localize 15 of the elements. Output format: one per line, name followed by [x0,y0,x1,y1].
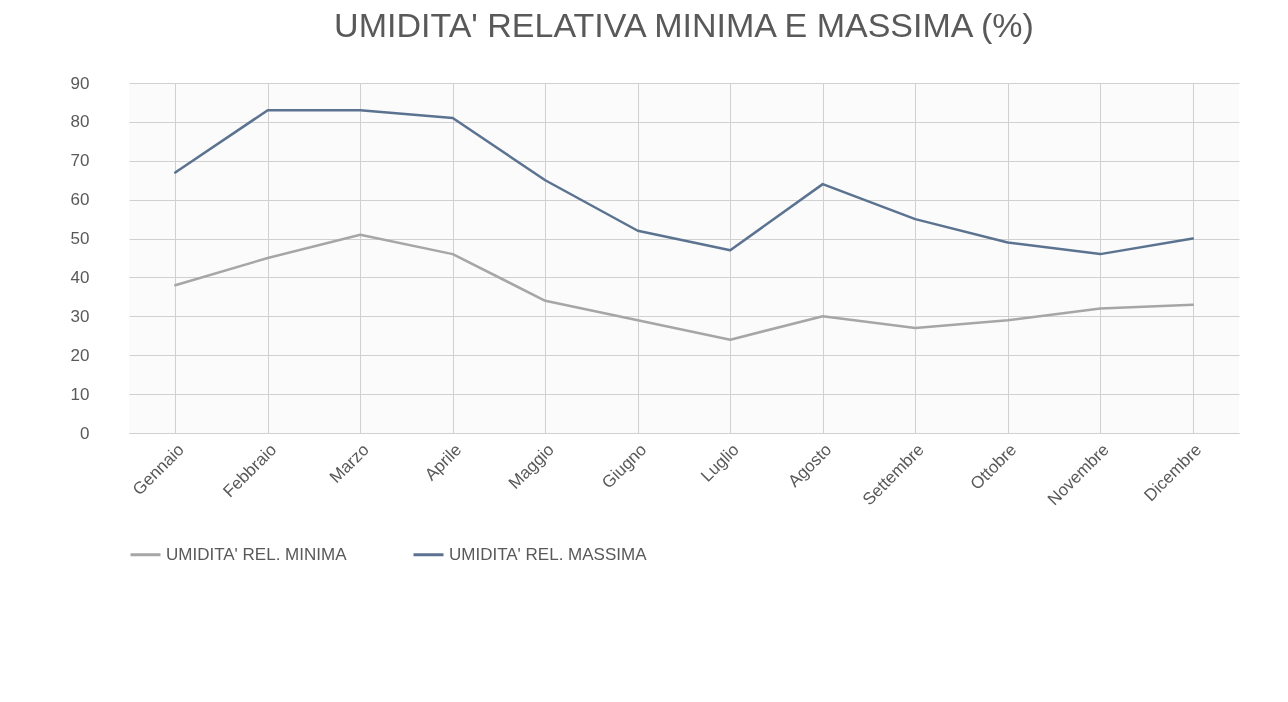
y-tick-label: 70 [70,151,90,171]
y-tick-label: 40 [70,267,90,287]
legend-label: UMIDITA' REL. MASSIMA [449,544,648,564]
y-tick-label: 60 [70,190,90,210]
y-tick-label: 80 [70,112,90,132]
legend-label: UMIDITA' REL. MINIMA [166,544,348,564]
y-tick-label: 30 [70,306,90,326]
y-tick-label: 50 [70,229,90,249]
y-tick-label: 20 [70,345,90,365]
y-tick-label: 0 [80,423,90,443]
y-tick-label: 90 [70,73,90,93]
line-series [174,108,1194,256]
y-tick-label: 10 [70,384,90,404]
chart-title: UMIDITA' RELATIVA MINIMA E MASSIMA (%) [334,6,1034,44]
line-series [174,233,1194,341]
